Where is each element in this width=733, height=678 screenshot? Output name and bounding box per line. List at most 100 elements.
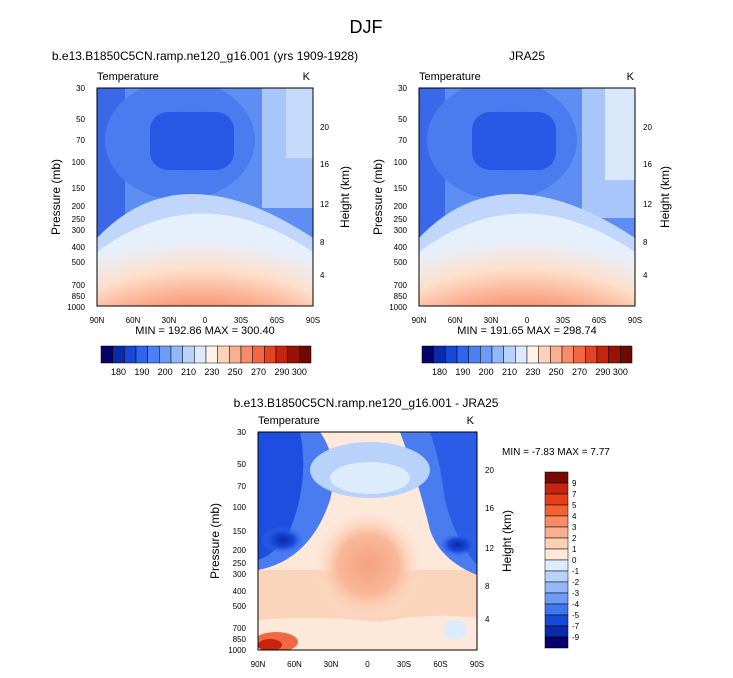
colorbar-swatch xyxy=(468,345,481,364)
colorbar-temperature: 180 190 200 210 230 250 270 290 300 xyxy=(100,345,312,377)
colorbar-difference: 9 7 5 4 3 2 1 0 -1 -2 -3 -4 -5 -7 -9 xyxy=(544,471,580,649)
colorbar-swatch xyxy=(456,345,469,364)
colorbar-label: 290 xyxy=(274,367,289,377)
colorbar-label: -9 xyxy=(572,633,580,642)
y-tick-label: 150 xyxy=(233,527,247,536)
y-tick-label: 400 xyxy=(233,587,247,596)
colorbar-label: -7 xyxy=(572,622,580,631)
colorbar-label: 0 xyxy=(572,556,577,565)
colorbar-swatch xyxy=(287,345,300,364)
stats-label: MIN = -7.83 MAX = 7.77 xyxy=(502,447,610,458)
y-tick-label: 700 xyxy=(72,281,86,290)
x-ticks: 90N 60N 30N 0 30S 60S 90S xyxy=(90,316,320,325)
colorbar-label: -2 xyxy=(572,578,580,587)
y-tick-label: 70 xyxy=(398,136,407,145)
units-label: K xyxy=(627,71,635,83)
x-ticks: 90N 60N 30N 0 30S 60S 90S xyxy=(412,316,642,325)
y-tick-label: 400 xyxy=(72,243,86,252)
x-tick-label: 60N xyxy=(287,660,302,669)
x-tick-label: 60S xyxy=(433,660,447,669)
field-label: Temperature xyxy=(258,415,320,427)
height-tick-label: 8 xyxy=(485,582,490,591)
colorbar-swatch xyxy=(544,625,569,638)
colorbar-label: 300 xyxy=(292,367,307,377)
y-tick-label: 70 xyxy=(237,482,246,491)
colorbar-label: 5 xyxy=(572,501,577,510)
x-tick-label: 30S xyxy=(397,660,411,669)
y-tick-label: 250 xyxy=(233,559,247,568)
colorbar-label: 290 xyxy=(595,367,610,377)
x-tick-label: 90S xyxy=(470,660,484,669)
x-tick-label: 0 xyxy=(365,660,370,669)
height-axis-label: Height (km) xyxy=(338,166,352,228)
colorbar-swatch xyxy=(561,345,574,364)
height-ticks: 20 16 12 8 4 xyxy=(643,123,652,280)
height-tick-label: 4 xyxy=(643,271,648,280)
colorbar-swatch xyxy=(264,345,277,364)
y-tick-label: 150 xyxy=(394,184,408,193)
colorbar-swatch xyxy=(544,614,569,627)
y-tick-label: 1000 xyxy=(67,303,85,312)
y-tick-label: 500 xyxy=(233,602,247,611)
colorbar-label: 3 xyxy=(572,523,577,532)
height-tick-label: 4 xyxy=(320,271,325,280)
colorbar-label: 250 xyxy=(549,367,564,377)
y-tick-label: 500 xyxy=(394,258,408,267)
colorbar-swatch xyxy=(100,345,113,364)
colorbar-swatch xyxy=(445,345,458,364)
x-tick-label: 90N xyxy=(412,316,427,325)
stats-label: MIN = 192.86 MAX = 300.40 xyxy=(135,325,274,337)
height-ticks: 20 16 12 8 4 xyxy=(485,466,494,624)
colorbar-swatch xyxy=(182,345,195,364)
colorbar-swatch xyxy=(608,345,621,364)
colorbar-swatch xyxy=(620,345,633,364)
colorbar-swatch xyxy=(573,345,586,364)
y-tick-label: 850 xyxy=(394,292,408,301)
colorbar-swatch xyxy=(544,581,569,594)
y-tick-label: 50 xyxy=(237,460,246,469)
colorbar-swatch xyxy=(205,345,218,364)
colorbar-swatch xyxy=(544,482,569,495)
height-tick-label: 20 xyxy=(643,123,652,132)
y-ticks: 30 50 70 100 150 200 250 300 400 500 700… xyxy=(67,84,85,312)
y-tick-label: 50 xyxy=(398,115,407,124)
colorbar-swatch xyxy=(491,345,504,364)
colorbar-label: -4 xyxy=(572,600,580,609)
colorbar-swatch xyxy=(544,548,569,561)
colorbar-swatch xyxy=(433,345,446,364)
figure-title: DJF xyxy=(350,17,383,37)
colorbar-swatch xyxy=(544,537,569,550)
colorbar-swatch xyxy=(526,345,539,364)
y-tick-label: 30 xyxy=(76,84,85,93)
y-tick-label: 200 xyxy=(394,202,408,211)
height-tick-label: 20 xyxy=(485,466,494,475)
height-tick-label: 16 xyxy=(643,160,652,169)
colorbar-label: 230 xyxy=(525,367,540,377)
colorbar-label: 9 xyxy=(572,479,577,488)
y-tick-label: 300 xyxy=(72,226,86,235)
colorbar-label: 230 xyxy=(204,367,219,377)
y-tick-label: 700 xyxy=(394,281,408,290)
colorbar-label: 210 xyxy=(181,367,196,377)
height-tick-label: 20 xyxy=(320,123,329,132)
colorbar-swatch xyxy=(159,345,172,364)
x-tick-label: 30S xyxy=(234,316,248,325)
colorbar-swatch xyxy=(112,345,125,364)
y-tick-label: 70 xyxy=(76,136,85,145)
colorbar-swatch xyxy=(544,636,569,649)
colorbar-label: 1 xyxy=(572,545,577,554)
colorbar-label: 190 xyxy=(455,367,470,377)
temperature-field xyxy=(97,88,313,306)
y-tick-label: 50 xyxy=(76,115,85,124)
colorbar-swatch xyxy=(194,345,207,364)
colorbar-swatch xyxy=(544,559,569,572)
panel-reanalysis: JRA25 Temperature K 30 50 70 100 150 200… xyxy=(371,49,672,337)
stats-label: MIN = 191.65 MAX = 298.74 xyxy=(457,325,596,337)
colorbar-swatch xyxy=(421,345,434,364)
y-tick-label: 250 xyxy=(394,215,408,224)
colorbar-swatch xyxy=(275,345,288,364)
colorbar-label: 200 xyxy=(158,367,173,377)
units-label: K xyxy=(467,415,475,427)
colorbar-label: 250 xyxy=(228,367,243,377)
